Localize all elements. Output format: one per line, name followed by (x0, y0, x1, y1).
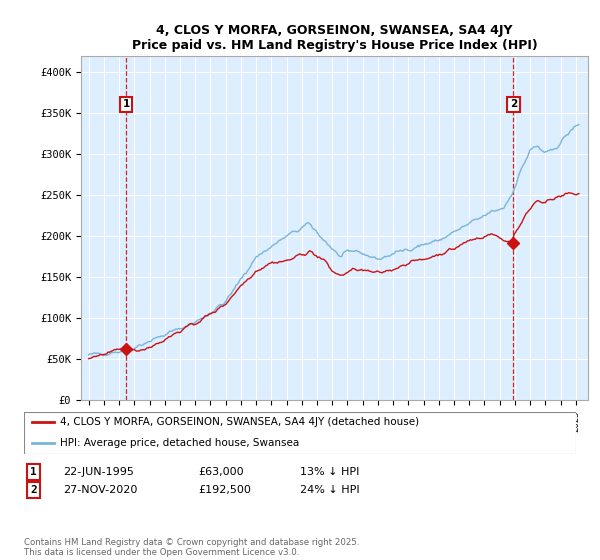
Text: 24% ↓ HPI: 24% ↓ HPI (300, 485, 359, 495)
Text: £63,000: £63,000 (198, 467, 244, 477)
Text: £192,500: £192,500 (198, 485, 251, 495)
Text: 1: 1 (30, 467, 37, 477)
Text: 22-JUN-1995: 22-JUN-1995 (63, 467, 134, 477)
Bar (81, 56, 126, 400)
Text: Contains HM Land Registry data © Crown copyright and database right 2025.
This d: Contains HM Land Registry data © Crown c… (24, 538, 359, 557)
Text: 4, CLOS Y MORFA, GORSEINON, SWANSEA, SA4 4JY (detached house): 4, CLOS Y MORFA, GORSEINON, SWANSEA, SA4… (60, 417, 419, 427)
Text: 2: 2 (30, 485, 37, 495)
Text: HPI: Average price, detached house, Swansea: HPI: Average price, detached house, Swan… (60, 438, 299, 448)
Text: 1: 1 (122, 99, 130, 109)
Title: 4, CLOS Y MORFA, GORSEINON, SWANSEA, SA4 4JY
Price paid vs. HM Land Registry's H: 4, CLOS Y MORFA, GORSEINON, SWANSEA, SA4… (131, 24, 538, 52)
Text: 13% ↓ HPI: 13% ↓ HPI (300, 467, 359, 477)
Text: 27-NOV-2020: 27-NOV-2020 (63, 485, 137, 495)
Text: 2: 2 (510, 99, 517, 109)
